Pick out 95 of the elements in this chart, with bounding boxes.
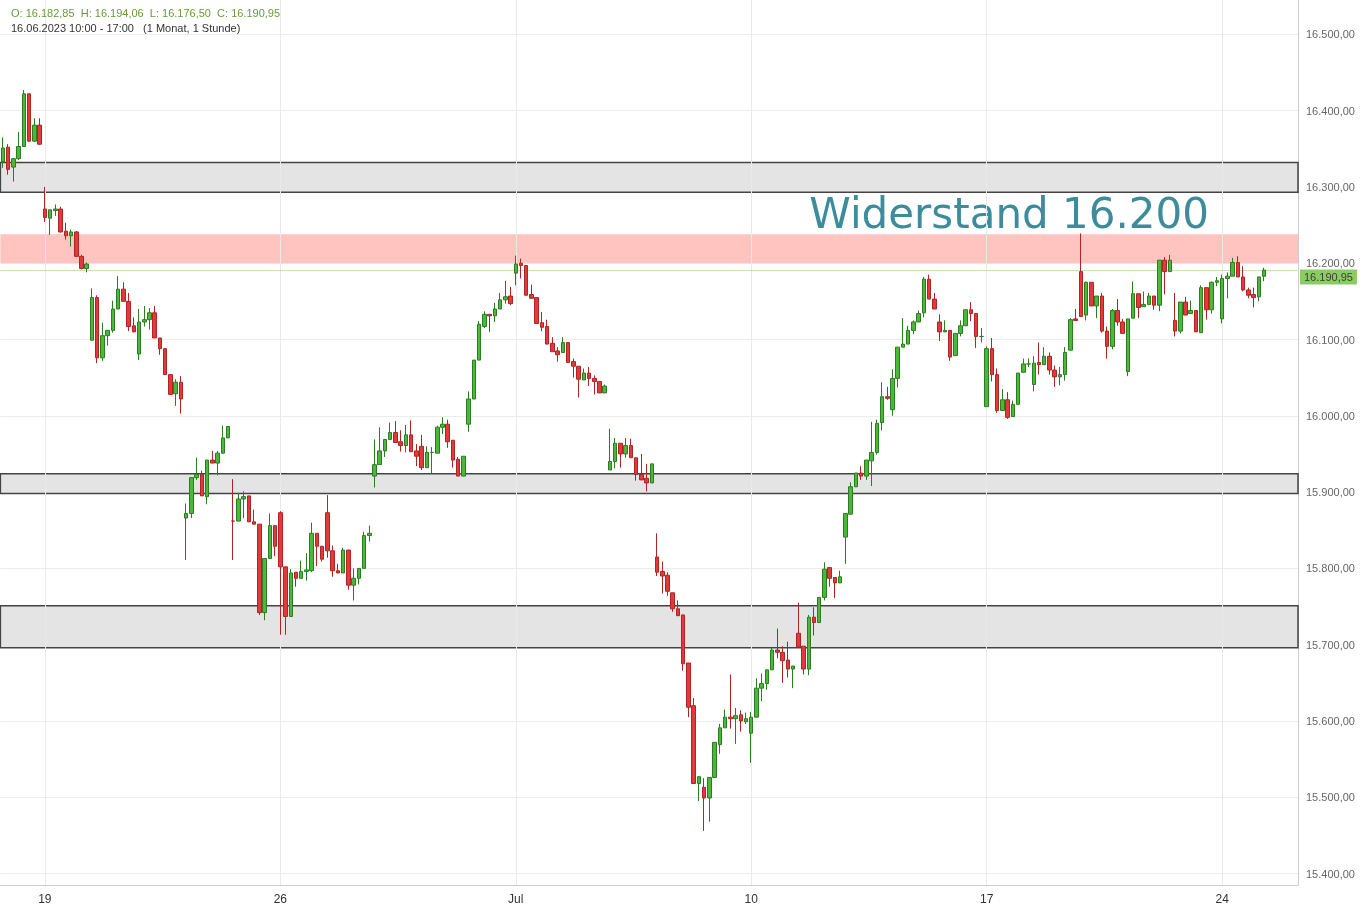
candlestick bbox=[702, 777, 706, 832]
candlestick bbox=[1089, 281, 1094, 307]
x-tick-label: 24 bbox=[1215, 892, 1230, 906]
x-tick-label: Jul bbox=[508, 892, 524, 906]
candlestick bbox=[697, 776, 701, 802]
annotation: Widerstand 16.200 bbox=[809, 188, 1209, 238]
candlestick bbox=[561, 336, 565, 353]
candlestick bbox=[739, 709, 743, 733]
candlestick bbox=[95, 294, 99, 364]
candlestick bbox=[807, 614, 811, 676]
candlestick bbox=[728, 673, 733, 730]
text: 16.06.2023 10:00 - 17:00 (1 Monat, 1 Stunde) bbox=[11, 21, 241, 34]
candlestick bbox=[205, 459, 209, 505]
candlestick bbox=[859, 465, 863, 481]
y-tick-label: 16.300,00 bbox=[1306, 180, 1355, 193]
candlestick bbox=[1094, 295, 1099, 319]
x-tick-label: 10 bbox=[744, 892, 759, 906]
candlestick bbox=[838, 570, 842, 584]
candlestick bbox=[1199, 284, 1203, 334]
candlestick bbox=[173, 378, 178, 407]
y-tick-label: 16.000,00 bbox=[1306, 409, 1355, 422]
candlestick bbox=[1000, 388, 1005, 411]
candlestick bbox=[623, 437, 628, 459]
candlestick bbox=[1173, 292, 1177, 337]
candlestick bbox=[461, 455, 466, 477]
candlestick bbox=[341, 547, 345, 574]
candlestick bbox=[618, 442, 623, 469]
candlestick bbox=[791, 665, 795, 689]
candlestick bbox=[733, 707, 738, 745]
candlestick bbox=[1136, 293, 1141, 319]
candlestick bbox=[1183, 296, 1188, 316]
candlestick bbox=[346, 549, 351, 591]
y-tick-label: 16.500,00 bbox=[1306, 28, 1355, 41]
candlestick bbox=[43, 186, 47, 223]
candlestick bbox=[1162, 256, 1167, 295]
candlestick bbox=[1178, 301, 1183, 334]
y-tick-label: 16.200,00 bbox=[1306, 257, 1355, 270]
candlestick bbox=[1194, 310, 1198, 333]
candlestick bbox=[602, 384, 607, 394]
x-tick-label: 19 bbox=[38, 892, 52, 906]
candlestick bbox=[943, 319, 947, 333]
text: O: 16.182,85 H: 16.194,06 L: 16.176,50 C: 16.190,95 bbox=[11, 6, 281, 19]
candlestick bbox=[1073, 308, 1078, 321]
candlestick bbox=[1110, 308, 1115, 350]
y-tick-label: 15.600,00 bbox=[1306, 714, 1355, 727]
candlestick bbox=[1042, 346, 1046, 366]
candlestick bbox=[922, 276, 926, 318]
x-tick-label: 26 bbox=[273, 892, 288, 906]
candlestick bbox=[514, 255, 518, 286]
candlestick bbox=[948, 329, 952, 362]
candlestick bbox=[508, 286, 513, 306]
candlestick bbox=[885, 386, 890, 401]
candlestick bbox=[210, 450, 215, 464]
candlestick bbox=[404, 424, 408, 453]
candlestick bbox=[1005, 391, 1010, 420]
x-tick-label: 17 bbox=[980, 892, 994, 906]
candlestick bbox=[1084, 281, 1088, 321]
candlestick bbox=[84, 261, 89, 273]
y-tick-label: 16.100,00 bbox=[1306, 333, 1355, 346]
y-tick-label: 15.800,00 bbox=[1306, 562, 1355, 575]
ref-line-label: 16.190,95 bbox=[1304, 271, 1353, 284]
candlestick bbox=[6, 143, 10, 176]
candlestick bbox=[937, 313, 942, 342]
y-tick-label: 15.700,00 bbox=[1306, 638, 1355, 651]
candlestick bbox=[1168, 254, 1172, 273]
candlestick bbox=[487, 313, 492, 333]
candlestick bbox=[1157, 259, 1162, 312]
y-tick-label: 16.400,00 bbox=[1306, 104, 1355, 117]
candlestick bbox=[289, 568, 293, 617]
candlestick bbox=[582, 368, 586, 381]
candlestick bbox=[179, 375, 183, 415]
candlestick bbox=[27, 93, 31, 143]
candlestick bbox=[200, 470, 204, 497]
candlestick bbox=[1068, 317, 1073, 351]
y-tick-label: 15.400,00 bbox=[1306, 867, 1355, 880]
candlestick bbox=[425, 445, 429, 469]
candlestick bbox=[812, 606, 816, 637]
candlestick bbox=[1079, 232, 1083, 318]
candlestick bbox=[979, 327, 984, 344]
candlestick bbox=[69, 229, 73, 247]
candlestick bbox=[984, 345, 989, 408]
candlestick bbox=[32, 117, 37, 143]
candlestick bbox=[1188, 300, 1193, 315]
candlestick bbox=[650, 463, 654, 484]
y-tick-label: 15.500,00 bbox=[1306, 791, 1355, 804]
candlestick bbox=[231, 478, 235, 561]
candlestick bbox=[1204, 287, 1209, 321]
y-tick-label: 15.900,00 bbox=[1306, 486, 1355, 499]
candlestick bbox=[1037, 342, 1041, 376]
candlestick bbox=[294, 571, 298, 588]
candlestick bbox=[1, 136, 5, 169]
candlestick bbox=[90, 287, 94, 341]
candlestick bbox=[37, 117, 42, 146]
candlestick bbox=[880, 381, 884, 431]
candlestick bbox=[1152, 295, 1156, 311]
